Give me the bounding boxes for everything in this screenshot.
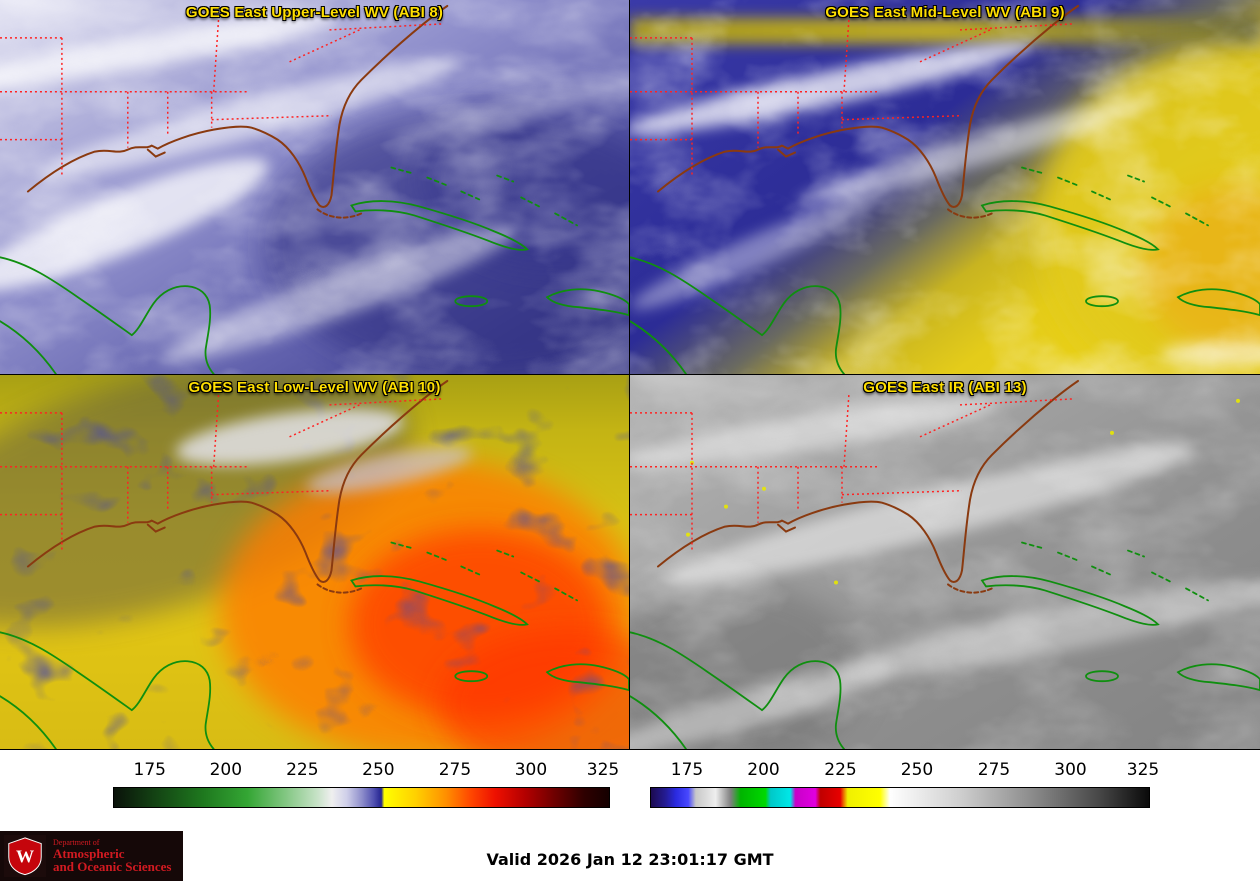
tick-label: 225 <box>824 760 857 780</box>
tick-label: 325 <box>586 760 620 780</box>
uw-crest-icon: W <box>4 835 46 877</box>
tick-label: 200 <box>747 760 780 780</box>
logo-line-2: and Oceanic Sciences <box>53 859 172 875</box>
tick-label: 275 <box>438 760 472 780</box>
tick-label: 175 <box>670 760 704 780</box>
wv-colorbar-ticks: 175 200 225 250 275 300 325 <box>113 760 620 787</box>
tick-label: 300 <box>1054 760 1087 780</box>
tick-label: 325 <box>1126 760 1160 780</box>
ir-colorbar-gradient <box>650 787 1150 808</box>
satellite-panel-grid: GOES East Upper-Level WV (ABI 8) GOES Ea… <box>0 0 1260 750</box>
tick-label: 275 <box>977 760 1011 780</box>
tick-label: 200 <box>209 760 243 780</box>
satellite-panel-abi8: GOES East Upper-Level WV (ABI 8) <box>0 0 630 375</box>
logo-line-1: Atmospheric <box>53 845 125 861</box>
tick-label: 250 <box>900 760 934 780</box>
satellite-image-abi9 <box>630 0 1260 374</box>
ir-colorbar-ticks: 175 200 225 250 275 300 325 <box>650 760 1159 787</box>
uw-aos-logo: W Department of Atmospheric and Oceanic … <box>0 831 184 881</box>
satellite-image-abi8 <box>0 0 629 374</box>
satellite-image-abi13 <box>630 375 1260 749</box>
wv-colorbar: 175 200 225 250 275 300 325 <box>113 760 620 808</box>
satellite-panel-abi10: GOES East Low-Level WV (ABI 10) <box>0 375 630 750</box>
tick-label: 175 <box>133 760 166 780</box>
satellite-image-abi10 <box>0 375 629 749</box>
logo-dept-line: Department of <box>53 837 100 847</box>
footer: 175 200 225 250 275 300 325 175 200 225 … <box>0 750 1260 881</box>
satellite-panel-abi9: GOES East Mid-Level WV (ABI 9) <box>630 0 1260 375</box>
satellite-panel-abi13: GOES East IR (ABI 13) <box>630 375 1260 750</box>
ir-colorbar: 175 200 225 250 275 300 325 <box>650 760 1159 808</box>
tick-label: 225 <box>286 760 319 780</box>
valid-time-label: Valid 2026 Jan 12 23:01:17 GMT <box>486 850 774 869</box>
logo-text: Department of Atmospheric and Oceanic Sc… <box>53 837 172 875</box>
svg-text:W: W <box>16 847 34 867</box>
tick-label: 250 <box>362 760 395 780</box>
cold-cloud-top-specks <box>686 398 1240 585</box>
wv-colorbar-gradient <box>113 787 610 808</box>
tick-label: 300 <box>514 760 548 780</box>
